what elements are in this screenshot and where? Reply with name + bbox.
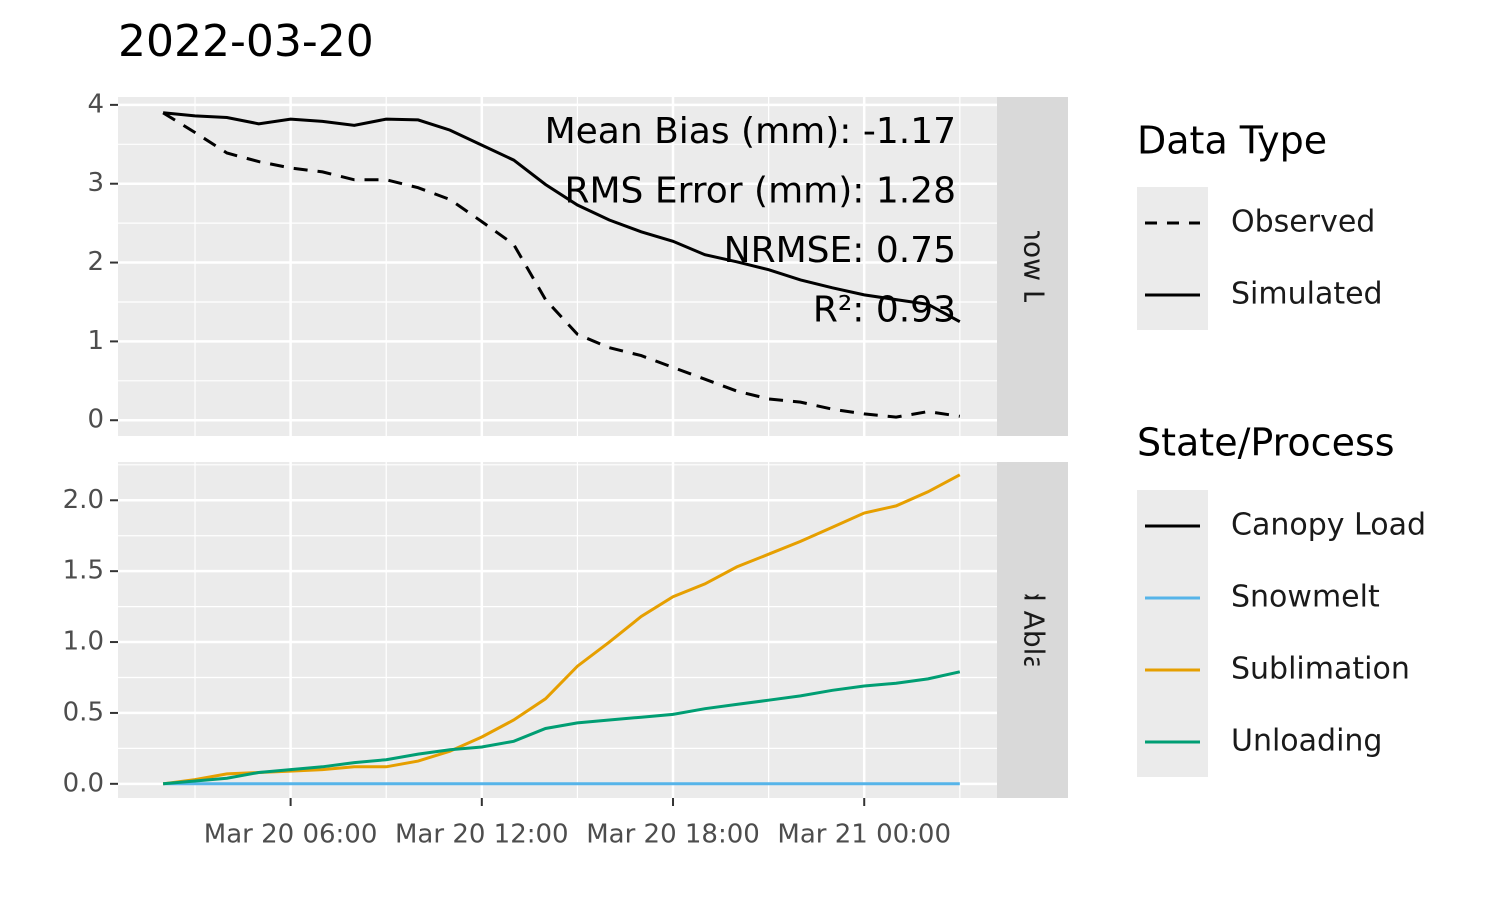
y-tick-label: 2 bbox=[87, 247, 104, 277]
annotation: NRMSE: 0.75 bbox=[724, 230, 956, 271]
legend-key-background bbox=[1137, 187, 1208, 330]
y-tick-label: 1.0 bbox=[63, 627, 104, 657]
y-tick-label: 0.0 bbox=[63, 768, 104, 798]
legend-label: Simulated bbox=[1231, 277, 1383, 312]
chart-title: 2022-03-20 bbox=[118, 16, 374, 67]
panel-background bbox=[118, 97, 997, 436]
x-tick-label: Mar 21 00:00 bbox=[777, 820, 951, 850]
y-tick-label: 0.5 bbox=[63, 697, 104, 727]
legend-label: Snowmelt bbox=[1231, 580, 1380, 615]
y-tick-label: 1.5 bbox=[63, 556, 104, 586]
data-line bbox=[162, 111, 961, 324]
data-line bbox=[162, 473, 961, 786]
legend-label: Canopy Load bbox=[1231, 508, 1426, 543]
data-line bbox=[162, 111, 961, 419]
legend-label: Unloading bbox=[1231, 724, 1382, 759]
legend-title: State/Process bbox=[1137, 421, 1395, 465]
annotation: R²: 0.93 bbox=[813, 290, 956, 331]
legend-label: Observed bbox=[1231, 205, 1375, 240]
x-tick-label: Mar 20 18:00 bbox=[586, 820, 760, 850]
legend-label: Sublimation bbox=[1231, 652, 1410, 687]
x-tick-label: Mar 20 06:00 bbox=[204, 820, 378, 850]
legend-title: Data Type bbox=[1137, 119, 1327, 163]
legend-key-background bbox=[1137, 490, 1208, 777]
strip-background bbox=[997, 462, 1068, 798]
annotation: RMS Error (mm): 1.28 bbox=[564, 171, 956, 212]
strip-label: Cumulated Ablation (mm) bbox=[1018, 449, 1051, 812]
y-tick-label: 0 bbox=[87, 405, 104, 435]
data-line bbox=[162, 670, 961, 786]
annotation: Mean Bias (mm): -1.17 bbox=[545, 111, 956, 152]
y-tick-label: 4 bbox=[87, 89, 104, 119]
strip-background bbox=[997, 97, 1068, 436]
y-tick-label: 3 bbox=[87, 168, 104, 198]
strip-label: Canopy Snow Load (mm) bbox=[1018, 91, 1051, 443]
y-tick-label: 2.0 bbox=[63, 485, 104, 515]
y-tick-label: 1 bbox=[87, 326, 104, 356]
x-tick-label: Mar 20 12:00 bbox=[395, 820, 569, 850]
